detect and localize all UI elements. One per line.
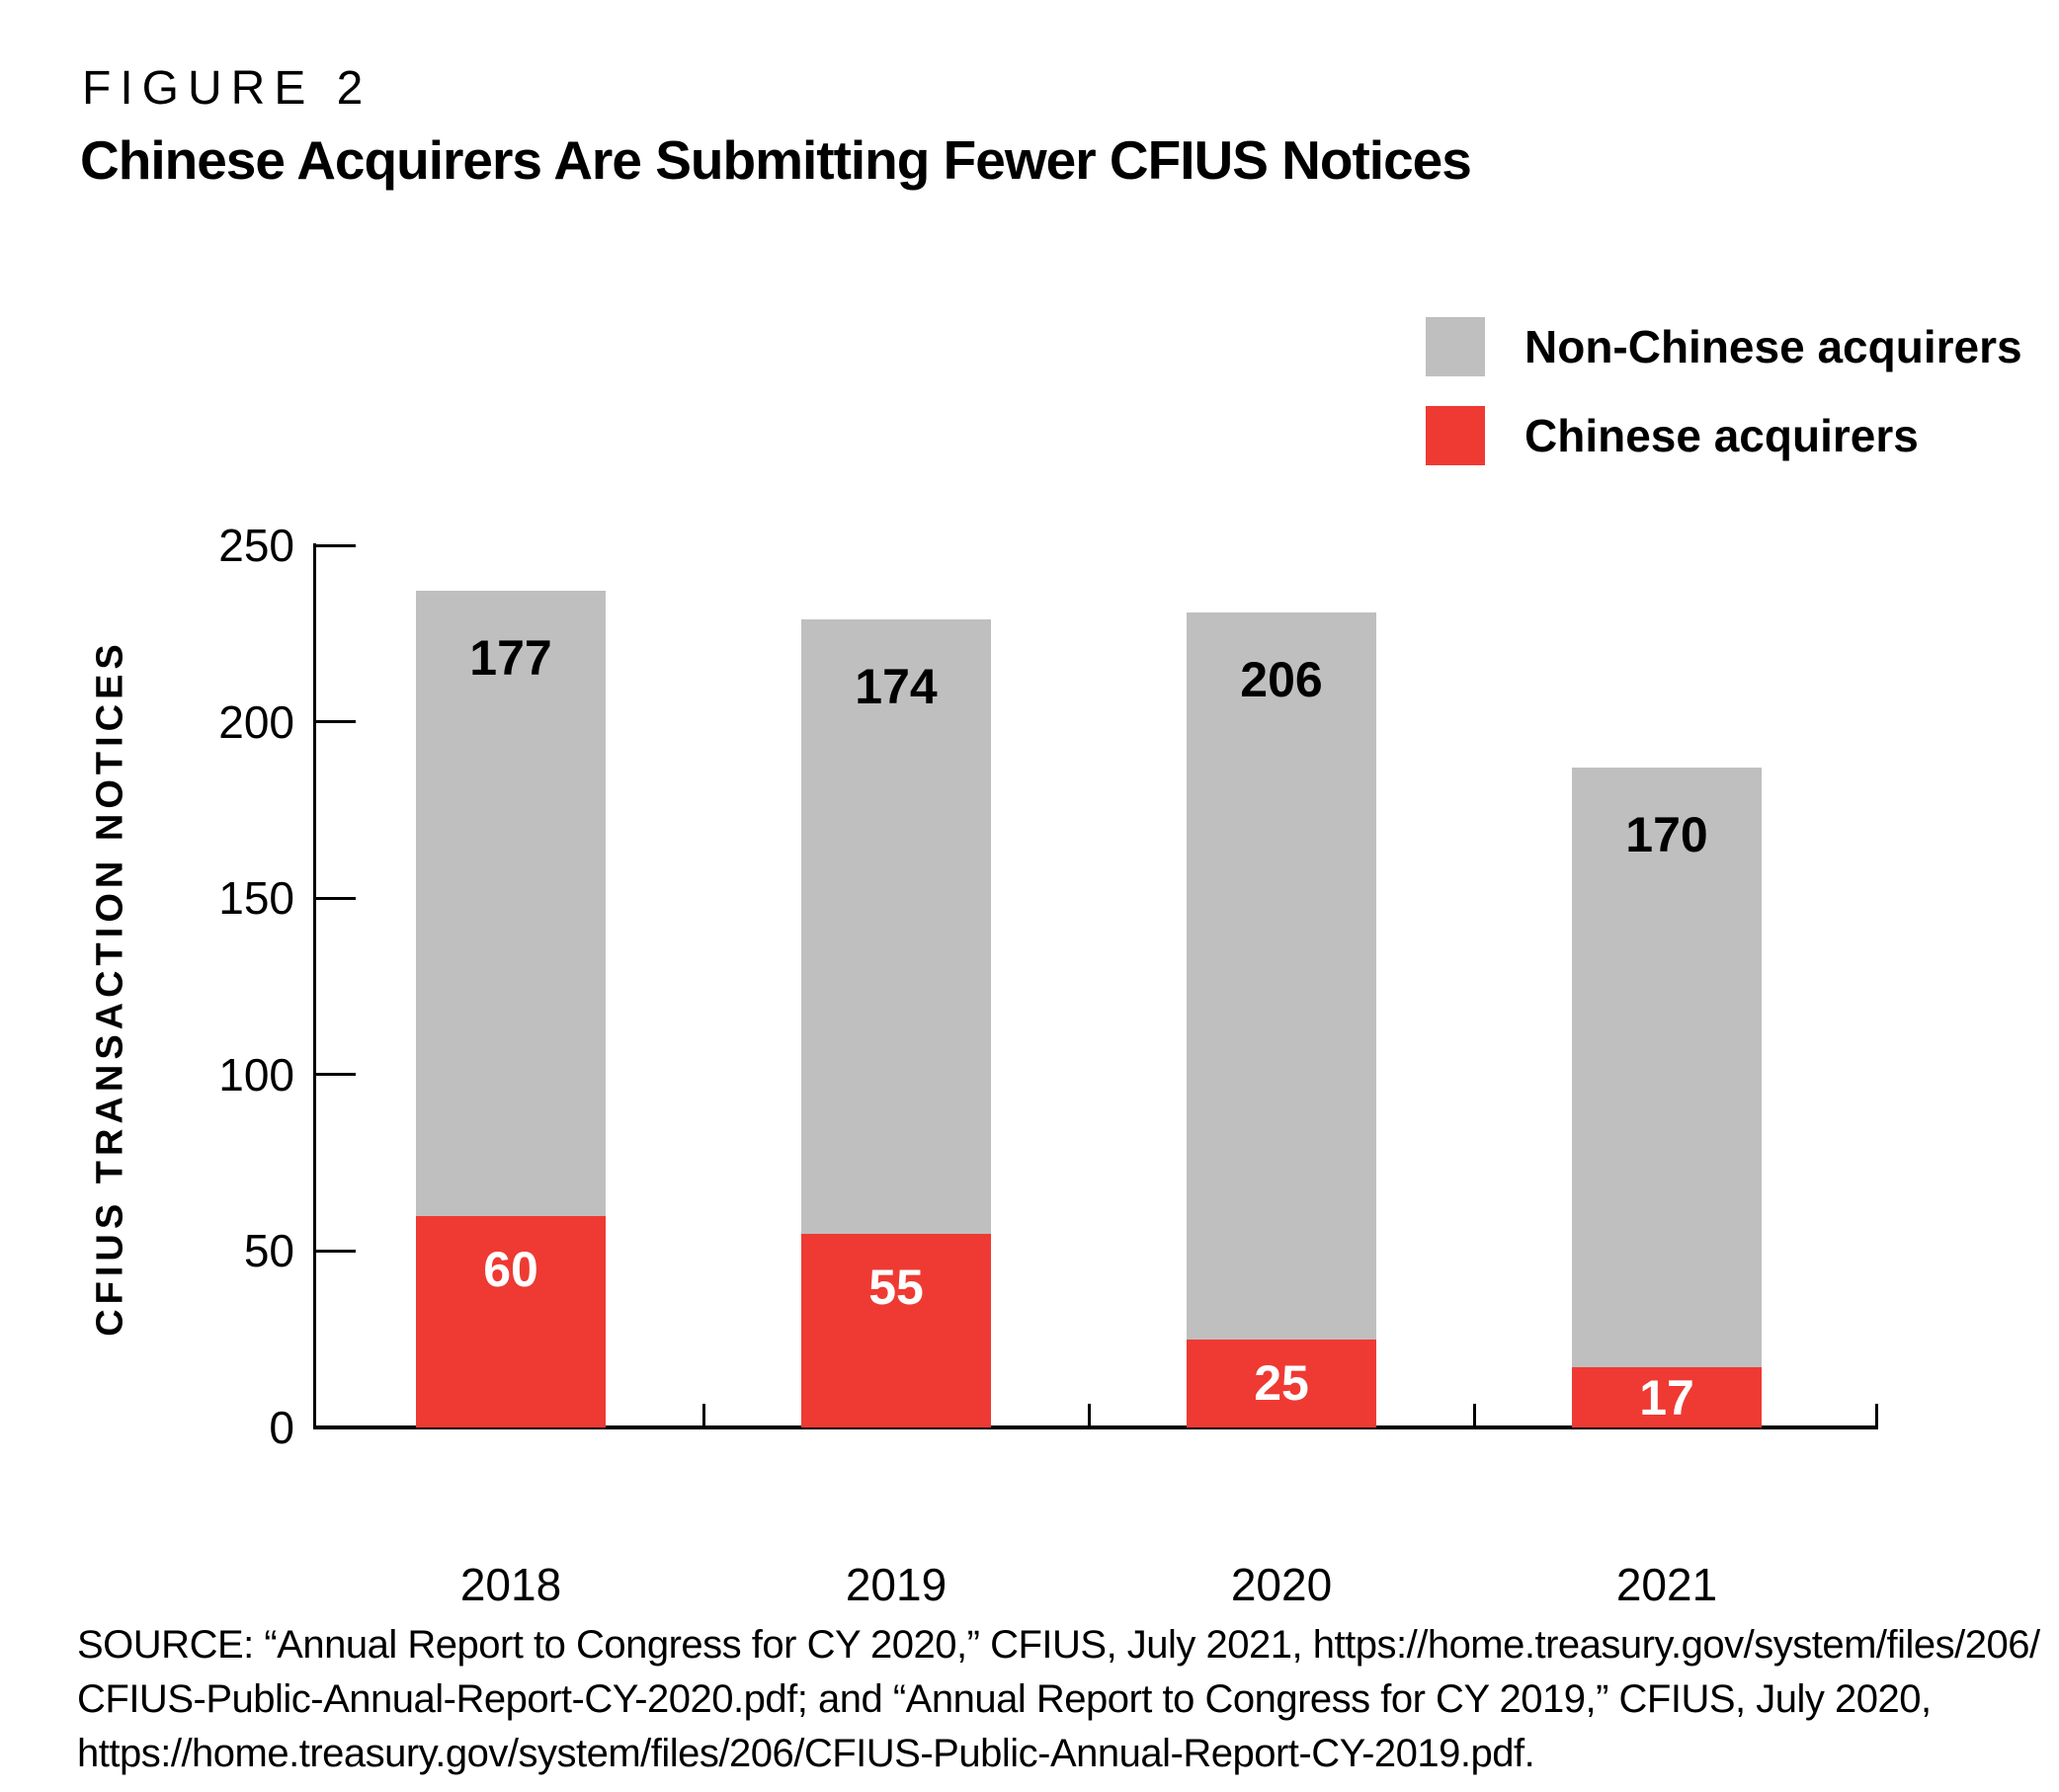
y-axis-title: CFIUS TRANSACTION NOTICES bbox=[89, 639, 131, 1337]
x-tick bbox=[1087, 1404, 1091, 1425]
bar-2018-chinese bbox=[416, 1215, 606, 1427]
bar-2021-chinese bbox=[1572, 1367, 1762, 1427]
y-tick bbox=[316, 1073, 356, 1077]
value-label-non-chinese-2020: 206 bbox=[1240, 651, 1323, 707]
legend-item-chinese: Chinese acquirers bbox=[1426, 406, 1919, 465]
legend-swatch-chinese bbox=[1426, 406, 1485, 465]
value-label-chinese-2019: 55 bbox=[868, 1259, 924, 1315]
value-label-non-chinese-2019: 174 bbox=[855, 659, 938, 714]
bar-2019-chinese bbox=[801, 1233, 991, 1427]
source-note: SOURCE: “Annual Report to Congress for C… bbox=[77, 1618, 2040, 1781]
y-tick bbox=[316, 896, 356, 900]
bar-2018-non-chinese bbox=[416, 591, 606, 1216]
y-tick-label: 150 bbox=[218, 872, 294, 925]
y-tick bbox=[316, 720, 356, 724]
value-label-chinese-2018: 60 bbox=[483, 1241, 538, 1297]
x-category-label-2020: 2020 bbox=[1230, 1559, 1333, 1610]
bar-2019-non-chinese bbox=[801, 619, 991, 1234]
bar-2021-non-chinese bbox=[1572, 768, 1762, 1368]
value-label-non-chinese-2018: 177 bbox=[469, 630, 552, 687]
bar-2020-chinese bbox=[1187, 1339, 1376, 1427]
source-line: CFIUS-Public-Annual-Report-CY-2020.pdf; … bbox=[77, 1677, 1932, 1721]
y-tick-label: 50 bbox=[243, 1225, 294, 1277]
figure-title: Chinese Acquirers Are Submitting Fewer C… bbox=[80, 129, 1472, 191]
x-tick bbox=[1472, 1404, 1476, 1425]
x-tick bbox=[701, 1404, 705, 1425]
x-axis-line bbox=[313, 1425, 1878, 1429]
y-tick-label: 0 bbox=[269, 1402, 294, 1453]
x-category-label-2021: 2021 bbox=[1615, 1559, 1718, 1610]
figure-label: FIGURE 2 bbox=[82, 62, 372, 115]
source-line: https://home.treasury.gov/system/files/2… bbox=[77, 1732, 1535, 1775]
y-axis-line bbox=[313, 543, 316, 1429]
legend-swatch-non-chinese bbox=[1426, 317, 1485, 376]
y-tick-label: 200 bbox=[218, 695, 294, 748]
y-tick-label: 250 bbox=[218, 520, 294, 571]
bar-2020-non-chinese bbox=[1187, 611, 1376, 1340]
y-tick-label: 100 bbox=[218, 1048, 294, 1100]
value-label-chinese-2021: 17 bbox=[1639, 1369, 1694, 1425]
value-label-chinese-2020: 25 bbox=[1254, 1355, 1309, 1412]
x-category-label-2018: 2018 bbox=[459, 1559, 562, 1610]
x-tick bbox=[1874, 1404, 1878, 1425]
source-line: SOURCE: “Annual Report to Congress for C… bbox=[77, 1623, 2040, 1667]
legend-label-chinese: Chinese acquirers bbox=[1524, 410, 1919, 461]
x-category-label-2019: 2019 bbox=[845, 1559, 947, 1610]
y-tick bbox=[316, 543, 356, 547]
legend-label-non-chinese: Non-Chinese acquirers bbox=[1524, 321, 2022, 372]
value-label-non-chinese-2021: 170 bbox=[1625, 807, 1708, 863]
legend-item-non-chinese: Non-Chinese acquirers bbox=[1426, 317, 2022, 376]
y-tick bbox=[316, 1249, 356, 1253]
